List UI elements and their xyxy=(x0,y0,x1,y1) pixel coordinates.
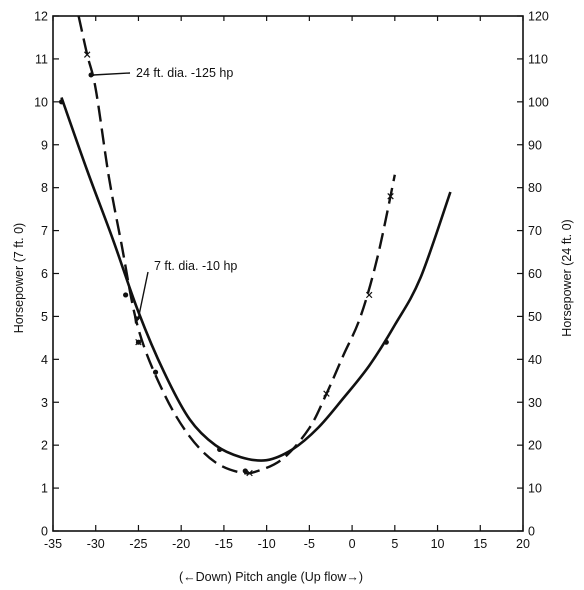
series-7ft-marker xyxy=(123,292,129,298)
x-tick-label: -20 xyxy=(172,537,190,551)
y-axis-left-title: Horsepower (7 ft. 0) xyxy=(12,223,26,333)
series-24ft-marker xyxy=(83,51,91,58)
annotation-24ft-label: 24 ft. dia. -125 hp xyxy=(136,66,233,80)
series-24ft-marker xyxy=(323,390,330,397)
series-24ft-dashed-line xyxy=(77,15,396,475)
series-7ft-solid-line xyxy=(60,97,452,462)
x-marker-stroke xyxy=(365,291,373,299)
x-tick-label: 0 xyxy=(349,537,356,551)
x-tick-label: -15 xyxy=(215,537,233,551)
axes-group: -35 -30 -25 -20 -15 -10 -5 0 5 10 15 20012345678910… xyxy=(34,10,549,552)
x-tick-label: -25 xyxy=(129,537,147,551)
y-left-tick-label: 7 xyxy=(41,224,48,238)
y-left-tick-label: 3 xyxy=(41,396,48,410)
y-right-tick-label: 50 xyxy=(528,310,542,324)
x-marker-stroke xyxy=(323,390,330,397)
y-right-tick-label: 100 xyxy=(528,95,549,109)
y-left-tick-label: 9 xyxy=(41,138,48,152)
series-group xyxy=(58,15,452,477)
x-tick-label: -5 xyxy=(304,537,315,551)
y-right-tick-label: 40 xyxy=(528,353,542,367)
y-left-tick-label: 1 xyxy=(41,482,48,496)
x-tick-label: -10 xyxy=(258,537,276,551)
y-left-tick-label: 4 xyxy=(41,353,48,367)
annotation-24ft-arrow xyxy=(92,72,131,76)
x-marker-stroke xyxy=(246,469,253,477)
x-marker-stroke xyxy=(387,193,394,200)
x-tick-label: 15 xyxy=(473,537,487,551)
y-right-tick-label: 10 xyxy=(528,482,542,496)
series-24ft-marker xyxy=(135,338,142,346)
y-right-tick-label: 0 xyxy=(528,525,535,539)
x-tick-label: 20 xyxy=(516,537,530,551)
x-axis-title: (←Down) Pitch angle (Up flow→) xyxy=(179,570,363,584)
series-24ft-marker xyxy=(246,469,253,477)
series-24ft-marker xyxy=(365,291,373,299)
annotations-group: 24 ft. dia. -125 hp 7 ft. dia. -10 hp xyxy=(88,66,237,324)
y-right-tick-label: 70 xyxy=(528,224,542,238)
annotation-7ft-arrow xyxy=(137,271,149,321)
annotation-7ft-arrowhead xyxy=(134,316,141,324)
y-left-tick-label: 8 xyxy=(41,181,48,195)
y-left-tick-label: 5 xyxy=(41,310,48,324)
y-left-tick-label: 12 xyxy=(34,10,48,24)
x-marker-stroke xyxy=(83,51,91,58)
y-right-tick-label: 30 xyxy=(528,396,542,410)
y-left-tick-label: 0 xyxy=(41,525,48,539)
x-tick-label: -30 xyxy=(87,537,105,551)
y-right-tick-label: 120 xyxy=(528,10,549,24)
annotation-24ft-arrowhead xyxy=(88,72,94,78)
x-marker-stroke xyxy=(135,338,142,346)
y-axis-right-title: Horsepower (24 ft. 0) xyxy=(560,219,574,336)
x-tick-label: 5 xyxy=(391,537,398,551)
annotation-7ft-label: 7 ft. dia. -10 hp xyxy=(154,259,237,273)
y-left-tick-label: 6 xyxy=(41,267,48,281)
y-right-tick-label: 80 xyxy=(528,181,542,195)
y-left-tick-label: 11 xyxy=(35,52,48,66)
series-24ft-marker xyxy=(387,193,394,200)
series-7ft-marker xyxy=(383,339,389,345)
y-right-tick-label: 20 xyxy=(528,439,542,453)
series-7ft-marker xyxy=(152,369,159,375)
y-left-tick-label: 10 xyxy=(34,95,48,109)
y-right-tick-label: 90 xyxy=(528,138,542,152)
x-tick-label: 10 xyxy=(431,537,445,551)
x-tick-label: -35 xyxy=(44,537,62,551)
y-left-tick-label: 2 xyxy=(41,439,48,453)
y-right-tick-label: 110 xyxy=(528,52,548,66)
y-right-tick-label: 60 xyxy=(528,267,542,281)
series-7ft-marker xyxy=(58,99,65,105)
series-7ft-marker xyxy=(217,446,223,453)
